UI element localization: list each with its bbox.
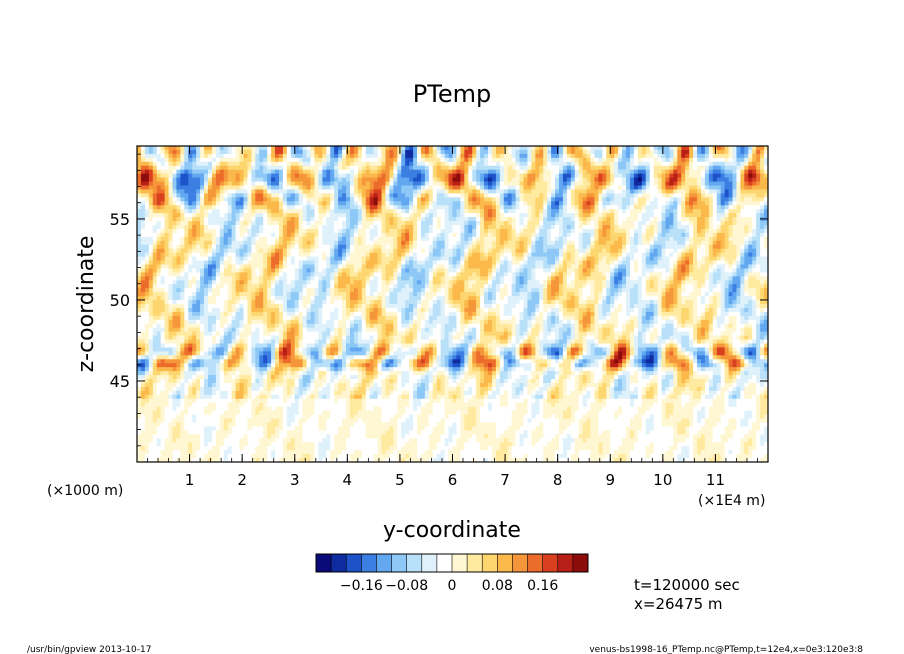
colorbar-swatch xyxy=(542,554,559,572)
footer-right: venus-bs1998-16_PTemp.nc@PTemp,t=12e4,x=… xyxy=(589,645,863,654)
colorbar: −0.16 −0.08 0 0.08 0.16 xyxy=(315,553,589,594)
colorbar-swatch xyxy=(421,554,438,572)
y-tick-label: 55 xyxy=(110,210,130,229)
x-tick-label: 9 xyxy=(605,471,615,489)
colorbar-swatch xyxy=(391,554,407,572)
colorbar-swatch xyxy=(497,554,513,572)
colorbar-swatch xyxy=(331,554,347,572)
x-tick-label: 8 xyxy=(553,471,563,489)
x-tick-label: 2 xyxy=(237,471,247,489)
colorbar-swatch xyxy=(436,554,453,572)
x-tick-label: 7 xyxy=(500,471,510,489)
colorbar-swatch xyxy=(361,554,377,572)
x-tick-label: 1 xyxy=(185,471,195,489)
x-tick-label: 6 xyxy=(448,471,458,489)
colorbar-swatch xyxy=(482,554,498,572)
heatmap-field xyxy=(137,146,768,462)
colorbar-swatch xyxy=(512,554,528,572)
colorbar-swatch xyxy=(346,554,362,572)
colorbar-swatch xyxy=(467,554,483,572)
y-tick-label: 45 xyxy=(110,372,130,391)
colorbar-tick-label: −0.16 xyxy=(340,578,383,594)
x-tick-label: 10 xyxy=(653,471,672,489)
chart-title: PTemp xyxy=(413,80,491,108)
time-annotation: t=120000 sec xyxy=(634,576,740,594)
x-unit-right: (×1E4 m) xyxy=(698,493,765,509)
colorbar-swatch xyxy=(527,554,543,572)
colorbar-tick-label: 0.16 xyxy=(527,578,558,594)
x-tick-label: 3 xyxy=(290,471,300,489)
x-tick-label: 4 xyxy=(343,471,353,489)
colorbar-swatch xyxy=(557,554,574,572)
y-axis-label: z-coordinate xyxy=(74,236,99,373)
colorbar-swatch xyxy=(316,554,332,572)
colorbar-swatch xyxy=(406,554,423,572)
x-axis-ticks: 1 2 3 4 5 6 7 8 9 10 11 xyxy=(147,146,769,489)
colorbar-swatch xyxy=(376,554,392,572)
colorbar-swatch xyxy=(572,554,589,572)
colorbar-tick-label: −0.08 xyxy=(385,578,428,594)
y-axis-ticks: 45 50 55 xyxy=(110,153,768,447)
x-axis-label: y-coordinate xyxy=(383,518,521,543)
y-tick-label: 50 xyxy=(110,291,130,310)
footer-left: /usr/bin/gpview 2013-10-17 xyxy=(27,645,151,654)
x-tick-label: 11 xyxy=(706,471,725,489)
colorbar-tick-label: 0.08 xyxy=(482,578,513,594)
x-tick-label: 5 xyxy=(395,471,405,489)
colorbar-swatch xyxy=(452,554,468,572)
colorbar-tick-label: 0 xyxy=(448,578,457,594)
x-unit-left: (×1000 m) xyxy=(47,483,123,499)
position-annotation: x=26475 m xyxy=(634,595,723,613)
